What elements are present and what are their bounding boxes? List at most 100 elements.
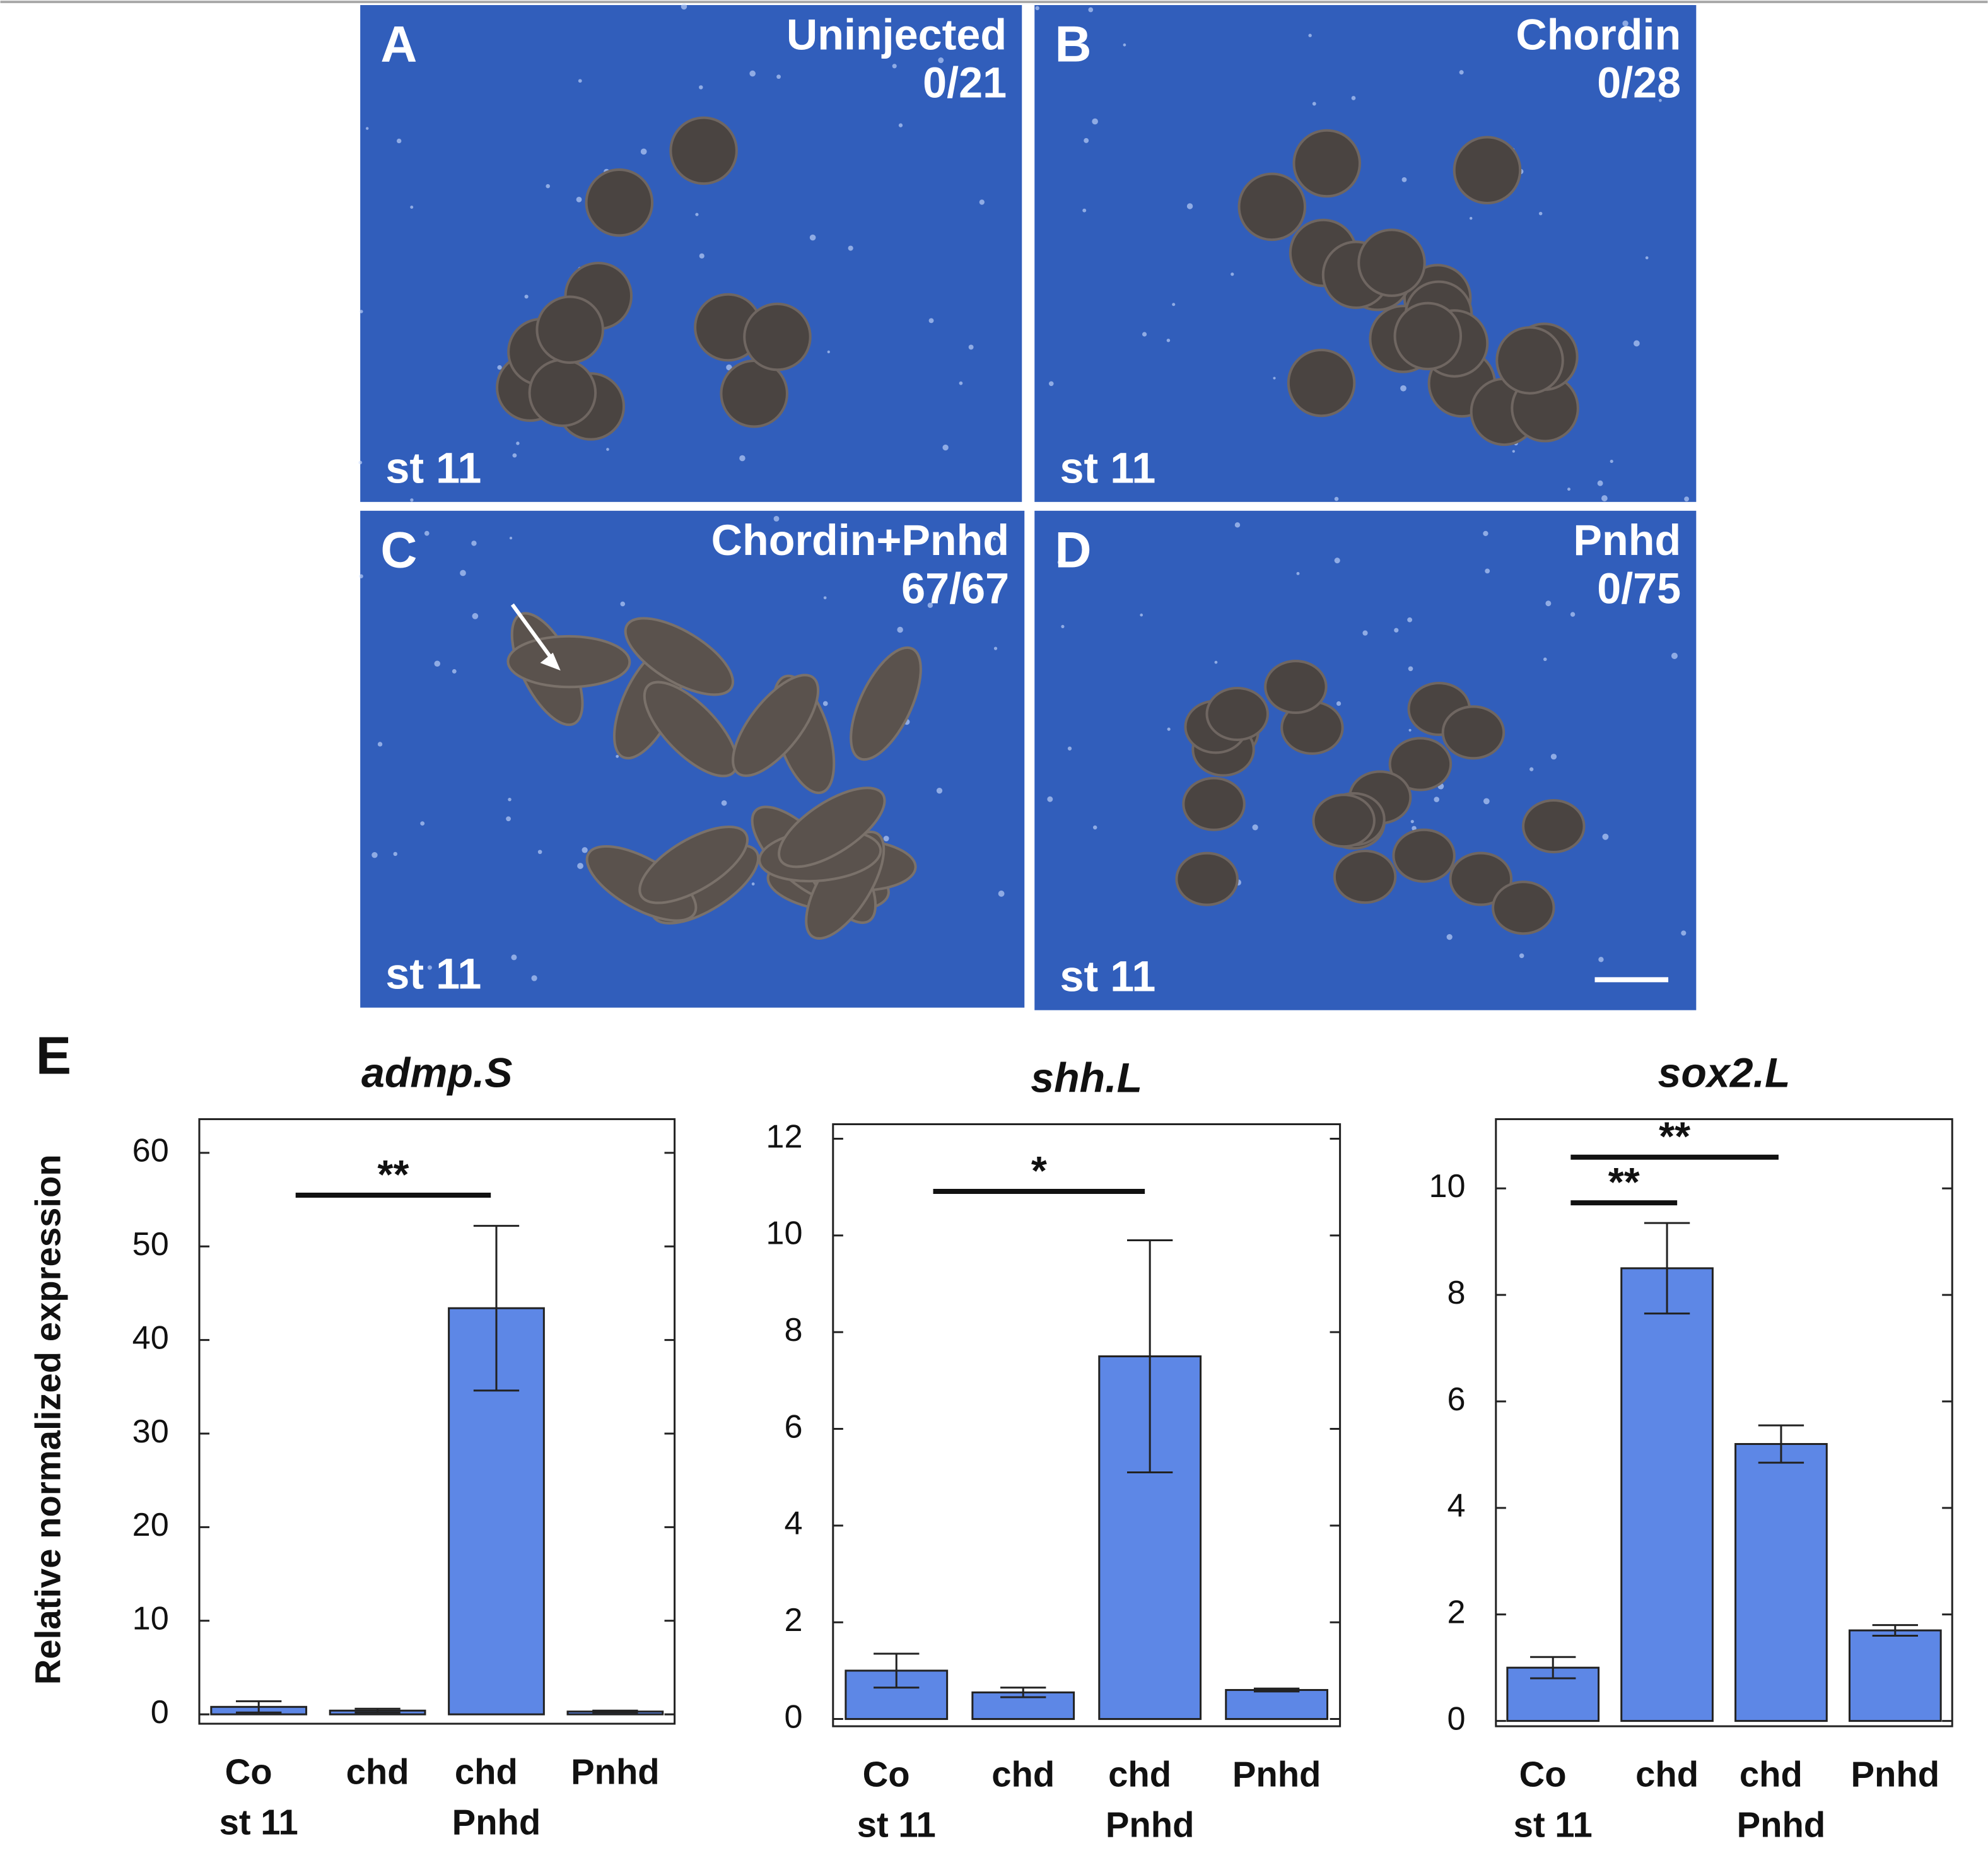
speck bbox=[1570, 612, 1576, 617]
embryo bbox=[1357, 228, 1426, 297]
speck bbox=[452, 669, 457, 674]
embryo bbox=[638, 825, 749, 904]
embryo bbox=[850, 646, 922, 761]
panel-letter: C bbox=[380, 522, 417, 578]
significance-label: ** bbox=[1659, 1114, 1690, 1159]
panel-label: 0/75 bbox=[1597, 565, 1681, 613]
speck bbox=[1602, 833, 1609, 840]
speck bbox=[751, 882, 755, 886]
error-bar bbox=[1253, 1687, 1300, 1693]
x-tick-label: Co bbox=[225, 1751, 272, 1791]
speck bbox=[1308, 33, 1312, 37]
y-tick-label: 6 bbox=[1447, 1381, 1465, 1418]
embryo bbox=[1175, 851, 1239, 906]
error-bar bbox=[236, 1700, 282, 1714]
speck bbox=[1545, 600, 1552, 607]
speck bbox=[942, 444, 949, 451]
speck bbox=[620, 601, 626, 607]
speck bbox=[998, 891, 1005, 897]
embryo bbox=[535, 295, 604, 364]
bar bbox=[1848, 1629, 1942, 1722]
y-tick-label: 10 bbox=[132, 1601, 169, 1637]
x-tick-label: chd bbox=[991, 1754, 1055, 1794]
panel-label: 0/28 bbox=[1597, 59, 1681, 107]
y-tick-label: 8 bbox=[784, 1312, 802, 1348]
embryo bbox=[624, 617, 735, 696]
x-tick-label: Co bbox=[1519, 1754, 1567, 1794]
bar bbox=[1620, 1267, 1714, 1722]
speck bbox=[497, 365, 502, 370]
x-tick-label: chd bbox=[455, 1751, 518, 1791]
panel-letter: A bbox=[380, 16, 417, 73]
speck bbox=[1469, 216, 1473, 220]
speck bbox=[1634, 340, 1640, 347]
speck bbox=[681, 3, 687, 10]
x-tick-label: Pnhd bbox=[571, 1751, 660, 1791]
embryo bbox=[1522, 799, 1586, 854]
speck bbox=[827, 350, 830, 354]
speck bbox=[993, 646, 998, 650]
embryo bbox=[1388, 737, 1453, 792]
speck bbox=[1401, 177, 1407, 182]
speck bbox=[516, 441, 520, 445]
speck bbox=[848, 245, 853, 251]
panel-label: Pnhd bbox=[1573, 517, 1681, 564]
significance-label: ** bbox=[377, 1152, 409, 1197]
x-tick-label: chd bbox=[1108, 1754, 1171, 1794]
x-tick-label: Co bbox=[863, 1754, 910, 1794]
speck bbox=[1035, 6, 1039, 11]
speck bbox=[1092, 825, 1097, 830]
speck bbox=[695, 213, 699, 216]
panel-label: Uninjected bbox=[786, 11, 1007, 59]
error-bar bbox=[1758, 1424, 1804, 1464]
plot-frame bbox=[1495, 1118, 1953, 1727]
speck bbox=[1407, 617, 1413, 623]
y-tick-label: 2 bbox=[784, 1602, 802, 1639]
speck bbox=[1483, 530, 1488, 537]
speck bbox=[365, 127, 369, 130]
speck bbox=[1214, 660, 1218, 664]
y-tick-label: 20 bbox=[132, 1507, 169, 1543]
speck bbox=[1047, 796, 1053, 802]
speck bbox=[1400, 385, 1406, 392]
embryo bbox=[1237, 172, 1307, 242]
speck bbox=[776, 74, 781, 79]
speck bbox=[1057, 560, 1061, 564]
speck bbox=[1485, 568, 1490, 574]
speck bbox=[1567, 488, 1570, 491]
y-tick-label: 2 bbox=[1447, 1594, 1465, 1631]
x-tick-label: chd bbox=[346, 1751, 409, 1791]
x-tick-label: chd bbox=[1740, 1754, 1803, 1794]
speck bbox=[508, 797, 512, 802]
bar bbox=[1734, 1443, 1828, 1722]
speck bbox=[1088, 7, 1094, 13]
x-tick-label: st 11 bbox=[219, 1803, 298, 1842]
arrow bbox=[510, 603, 555, 662]
embryo bbox=[1292, 129, 1361, 198]
speck bbox=[1538, 211, 1543, 216]
speck bbox=[1123, 43, 1126, 47]
speck bbox=[1598, 957, 1604, 962]
speck bbox=[1645, 256, 1649, 260]
speck bbox=[1231, 272, 1234, 276]
speck bbox=[1048, 381, 1054, 387]
x-tick-label: Pnhd bbox=[1232, 1754, 1321, 1794]
error-bar bbox=[473, 1225, 520, 1392]
y-tick-label: 10 bbox=[766, 1215, 802, 1252]
speck bbox=[1362, 630, 1368, 636]
speck bbox=[1610, 459, 1613, 464]
speck bbox=[582, 847, 588, 853]
speck bbox=[699, 85, 703, 90]
speck bbox=[371, 851, 378, 858]
plot-frame bbox=[198, 1118, 676, 1725]
speck bbox=[959, 30, 964, 35]
y-tick-label: 60 bbox=[132, 1133, 169, 1169]
speck bbox=[537, 850, 542, 855]
speck bbox=[1334, 496, 1339, 501]
speck bbox=[1186, 203, 1193, 209]
chart-title: shh.L bbox=[1031, 1055, 1142, 1102]
speck bbox=[1446, 933, 1453, 940]
speck bbox=[410, 206, 414, 209]
